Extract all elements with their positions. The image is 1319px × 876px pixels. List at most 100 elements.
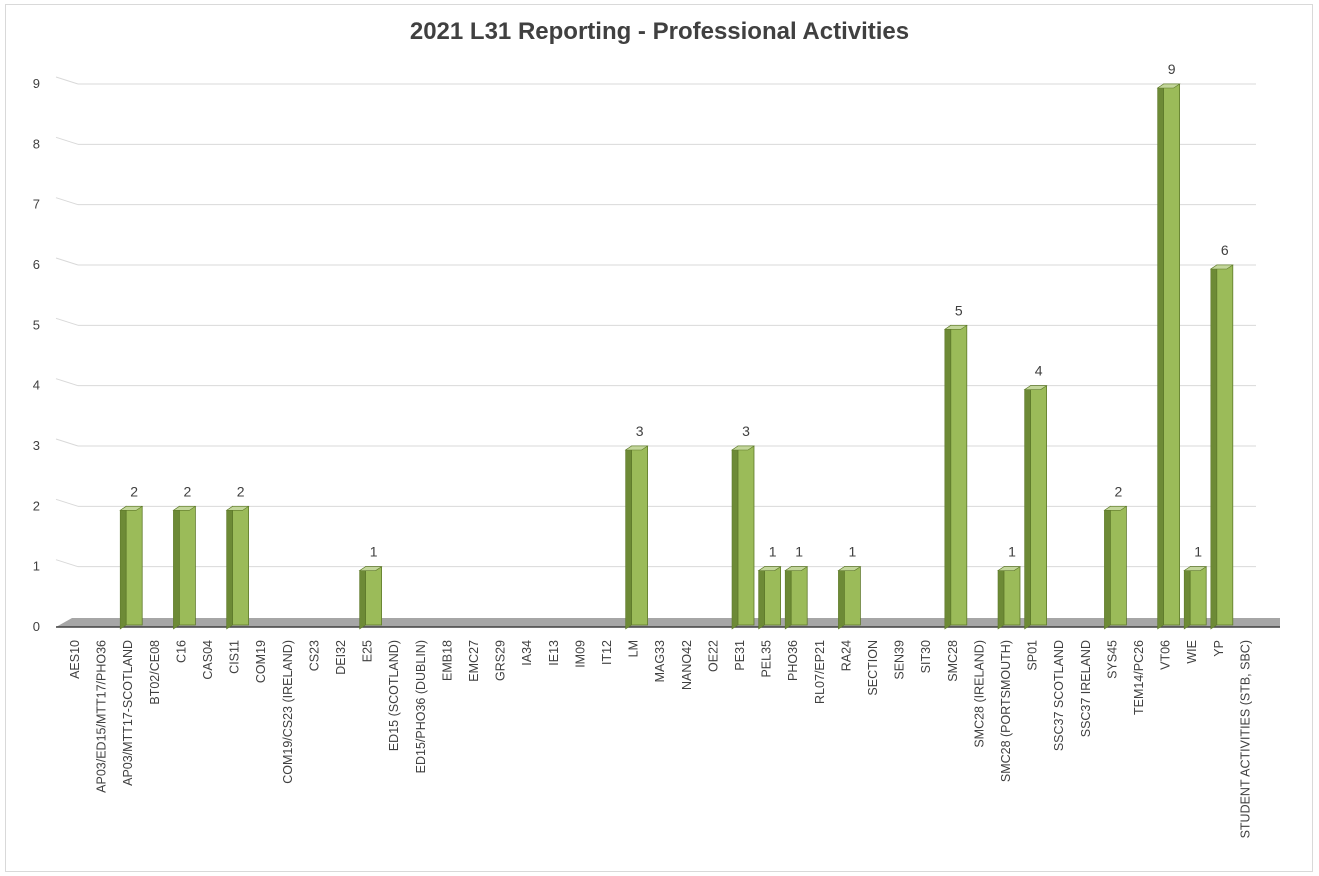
bar-top (1183, 566, 1208, 571)
bar-side (119, 505, 127, 630)
bar-side (784, 566, 792, 630)
data-label: 3 (742, 423, 750, 439)
bar (950, 324, 968, 626)
gridline-side (55, 257, 79, 266)
x-tick-label: RL07/EP21 (813, 640, 827, 704)
x-tick-label: SMC28 (IRELAND) (972, 640, 986, 748)
bar-top (1103, 506, 1128, 511)
data-label: 1 (849, 544, 857, 560)
y-tick-label: 9 (33, 76, 40, 91)
data-label: 6 (1221, 242, 1229, 258)
gridline-side (55, 197, 79, 206)
data-label: 5 (955, 302, 963, 318)
bar (737, 445, 755, 626)
x-tick-label: CS23 (307, 640, 321, 671)
bar-top (784, 566, 809, 571)
bar (1110, 505, 1127, 626)
x-tick-label: EMB18 (440, 640, 454, 681)
x-tick-label: IE13 (547, 640, 561, 666)
x-tick-label: DEI32 (334, 640, 348, 675)
x-tick-label: CAS04 (201, 640, 215, 680)
chart-area (5, 4, 1313, 872)
bar-side (944, 324, 952, 630)
x-tick-label: SP01 (1026, 640, 1040, 671)
bar-top (225, 506, 250, 511)
bar-top (1209, 264, 1234, 270)
bar (764, 566, 781, 626)
y-tick-label: 8 (33, 136, 40, 151)
x-tick-label: NANO42 (680, 640, 694, 690)
bar-top (731, 445, 755, 451)
data-label: 1 (1008, 544, 1016, 560)
chart-title: 2021 L31 Reporting - Professional Activi… (409, 18, 910, 45)
y-tick-label: 5 (33, 317, 40, 332)
x-tick-label: E25 (361, 640, 375, 662)
x-tick-label: SEN39 (893, 640, 907, 680)
x-tick-label: AP03/MTT17-SCOTLAND (121, 640, 135, 786)
bar (365, 566, 383, 626)
bar (1189, 566, 1207, 626)
x-tick-label: SMC28 (946, 640, 960, 682)
gridline-side (55, 559, 79, 568)
data-label: 3 (636, 423, 644, 439)
data-label: 1 (1194, 544, 1202, 560)
gridline-side (55, 498, 79, 507)
data-label: 1 (795, 544, 803, 560)
gridline-side (55, 317, 79, 326)
gridline-side (55, 136, 79, 145)
data-label: 9 (1168, 61, 1176, 77)
x-tick-label: SMC28 (PORTSMOUTH) (999, 640, 1013, 782)
bar-side (1157, 83, 1164, 630)
x-tick-label: SIT30 (919, 640, 933, 673)
data-label: 4 (1035, 363, 1043, 379)
y-tick-label: 6 (33, 257, 40, 272)
bar-side (625, 445, 632, 630)
bar-top (358, 566, 383, 571)
x-tick-label: TEM14/PC26 (1132, 640, 1146, 715)
x-tick-label: YP (1212, 640, 1226, 657)
bar-side (173, 505, 180, 630)
bar-side (838, 566, 845, 630)
bar-top (1156, 83, 1181, 89)
y-tick-label: 4 (33, 378, 40, 393)
x-tick-label: PHO36 (786, 640, 800, 681)
data-label: 2 (237, 483, 245, 499)
bar (1216, 264, 1234, 626)
x-tick-label: AP03/ED15/MTT17/PHO36 (95, 640, 109, 793)
bar-top (119, 506, 144, 511)
bar-top (624, 445, 649, 451)
x-tick-label: IT12 (600, 640, 614, 665)
bar-side (1024, 385, 1031, 630)
x-tick-label: IA34 (520, 640, 534, 666)
x-tick-label: EMC27 (467, 640, 481, 682)
bar-top (997, 566, 1021, 571)
x-tick-label: GRS29 (494, 640, 508, 681)
y-tick-label: 1 (33, 559, 40, 574)
x-tick-label: MAG33 (653, 640, 667, 682)
bar-side (1210, 264, 1218, 630)
x-tick-label: SSC37 IRELAND (1079, 640, 1093, 737)
bar-side (1183, 566, 1191, 630)
bar-side (359, 566, 366, 630)
x-tick-label: COM19 (254, 640, 268, 683)
x-tick-label: RA24 (839, 640, 853, 671)
bar-side (226, 505, 233, 630)
data-label: 2 (184, 483, 192, 499)
y-tick-label: 3 (33, 438, 40, 453)
x-tick-label: STUDENT ACTIVITIES (STB, SBC) (1238, 640, 1252, 838)
x-tick-label: BT02/CE08 (148, 640, 162, 705)
bar-side (997, 566, 1005, 630)
y-tick-label: 2 (33, 498, 40, 513)
x-tick-label: OE22 (706, 640, 720, 672)
data-label: 2 (130, 483, 138, 499)
bar (232, 505, 250, 626)
x-tick-label: VT06 (1159, 640, 1173, 670)
x-tick-label: CIS11 (228, 640, 242, 674)
gridline-side (55, 438, 79, 447)
x-tick-label: C16 (174, 640, 188, 663)
bar-side (1104, 505, 1111, 630)
bar-top (172, 506, 197, 511)
x-tick-label: WIE (1185, 640, 1199, 664)
data-label: 1 (769, 544, 777, 560)
